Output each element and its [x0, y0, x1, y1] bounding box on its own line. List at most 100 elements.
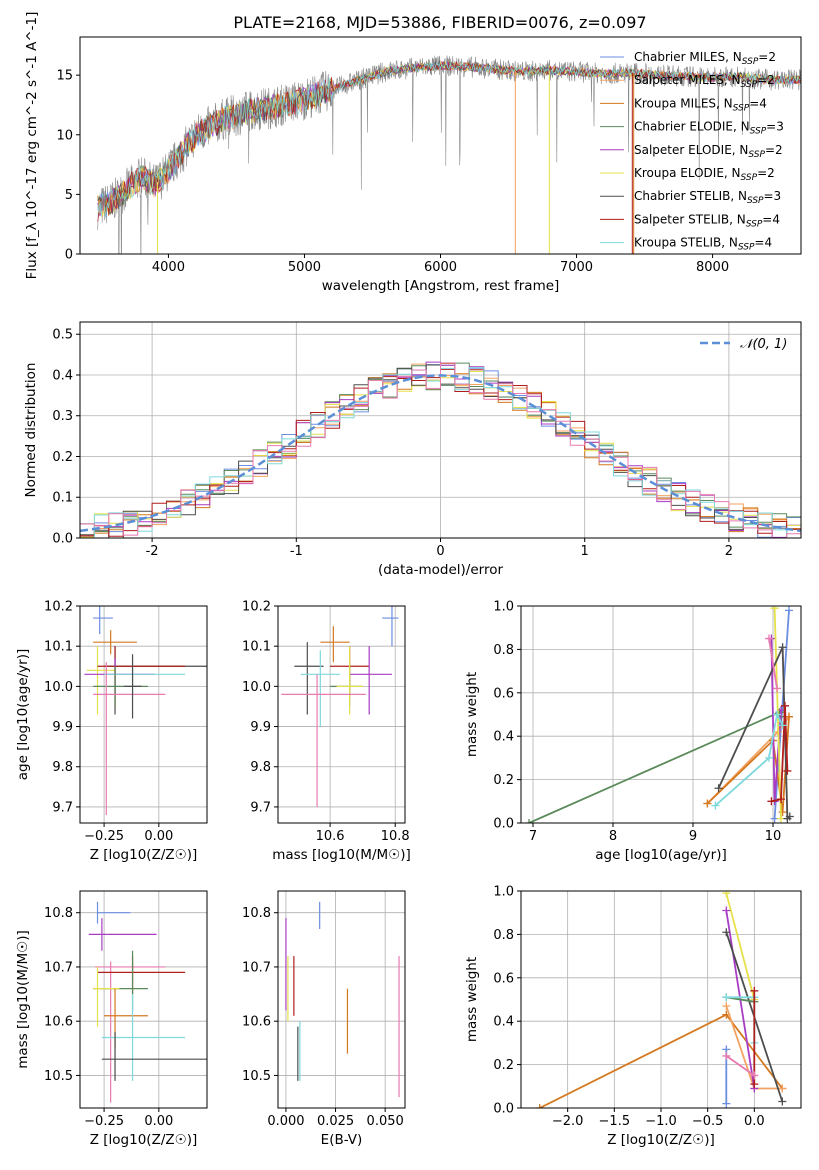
x-axis-label: Z [log10(Z/Z☉)]	[90, 1132, 198, 1148]
weight-line	[725, 892, 756, 1000]
plot-area	[281, 606, 399, 807]
y-tick-label: 15	[56, 69, 73, 84]
x-tick-label: 0.00	[144, 829, 173, 844]
weight-line	[771, 705, 789, 803]
panel-mass-ebv: 0.000 0.025 0.050 10.5 10.6 10.7 10.8 E(B-V)	[242, 890, 406, 1148]
weight-marker	[750, 1080, 759, 1089]
y-tick-label: 10	[56, 128, 73, 143]
y-tick-label: 0.0	[493, 1102, 514, 1117]
y-tick-label: 9.9	[250, 720, 271, 735]
y-tick-label: 0.6	[493, 971, 514, 986]
y-tick-label: 0.2	[52, 450, 73, 465]
plot-area	[84, 606, 207, 815]
weight-marker	[722, 993, 731, 1002]
weight-marker	[765, 634, 773, 643]
y-tick-label: 0.4	[493, 730, 514, 745]
x-axis-label: mass [log10(M/M☉)]	[272, 847, 411, 863]
y-tick-label: 10.6	[242, 1015, 271, 1030]
panel-age-mass: 10.6 10.8 9.7 9.8 9.9 10.0 10.1 10.2 mass [log10…	[242, 600, 411, 864]
plot-area	[285, 901, 400, 1098]
figure-title: PLATE=2168, MJD=53886, FIBERID=0076, z=0…	[233, 13, 646, 32]
x-tick-label: 0.050	[367, 1114, 404, 1129]
weight-line	[725, 1055, 755, 1077]
weight-marker	[535, 1104, 544, 1108]
y-tick-label: 0.0	[493, 817, 514, 832]
plot-area	[97, 55, 801, 254]
weight-marker	[785, 812, 794, 821]
weight-marker	[778, 1084, 787, 1093]
legend-label: Kroupa MILES, NSSP=4	[634, 96, 767, 113]
y-tick-label: 10.8	[242, 906, 271, 921]
y-tick-label: 5	[65, 188, 73, 203]
weight-marker	[778, 721, 787, 730]
y-axis-label: Flux [f_λ 10^-17 erg cm^-2 s^-1 A^-1]	[24, 12, 40, 280]
y-tick-label: 0.4	[52, 368, 73, 383]
weight-marker	[785, 712, 793, 721]
y-tick-label: 0.2	[493, 773, 514, 788]
y-tick-label: 9.9	[52, 720, 73, 735]
weight-marker	[785, 606, 793, 615]
weight-marker	[767, 797, 776, 806]
y-tick-label: 10.6	[44, 1015, 73, 1030]
x-tick-label: 0	[436, 544, 444, 559]
x-tick-label: 7	[529, 829, 537, 844]
weight-marker	[750, 986, 759, 995]
weight-marker	[722, 906, 731, 915]
x-tick-label: 8000	[696, 260, 729, 275]
x-tick-label: 7000	[560, 260, 593, 275]
y-tick-label: 0.2	[493, 1058, 514, 1073]
panel-mass-Z: −0.25 0.00 10.5 10.6 10.7 10.8 Z [log10(Z/Z☉)]…	[15, 890, 208, 1148]
legend-label: Kroupa STELIB, NSSP=4	[634, 236, 772, 253]
x-tick-label: −0.5	[692, 1114, 724, 1129]
panel-residuals: -2 -1 0 1 2 0.0 0.1 0.2 0.3 0.4 0.5 (data-model)/er…	[23, 321, 802, 578]
y-tick-label: 9.7	[52, 800, 73, 815]
weight-marker	[711, 801, 720, 810]
spectrum-model-line	[97, 61, 801, 218]
legend-label: Kroupa ELODIE, NSSP=2	[634, 166, 775, 183]
x-tick-label: 6000	[424, 260, 457, 275]
weight-marker	[722, 928, 731, 937]
weight-marker	[722, 1099, 731, 1108]
x-axis-label: Z [log10(Z/Z☉)]	[607, 1132, 715, 1148]
weight-marker	[722, 1051, 731, 1060]
panel-weight-Z: −2.0 −1.5 −1.0 −0.5 0.0 0.0 0.2 0.4 0.6 0.8 1.0 Z […	[464, 885, 802, 1148]
plot-area	[80, 361, 801, 538]
weight-line	[717, 646, 791, 821]
weight-marker	[773, 710, 781, 719]
weight-marker	[778, 643, 787, 652]
legend-label: Chabrier MILES, NSSP=2	[634, 50, 776, 67]
axes-frame	[520, 605, 802, 824]
x-axis-label: (data-model)/error	[378, 562, 504, 578]
x-tick-label: −0.25	[84, 1114, 124, 1129]
y-axis-label: mass weight	[464, 957, 480, 1042]
legend-label: Salpeter MILES, NSSP=2	[634, 73, 775, 90]
y-tick-label: 10.1	[44, 640, 73, 655]
axes-frame	[277, 890, 406, 1109]
weight-marker	[778, 808, 787, 817]
y-tick-label: 1.0	[493, 600, 514, 615]
weight-marker	[770, 606, 779, 613]
x-tick-label: 0.00	[144, 1114, 173, 1129]
y-tick-label: 0.4	[493, 1015, 514, 1030]
weight-marker	[722, 891, 731, 898]
y-tick-label: 0.1	[52, 491, 73, 506]
legend-label: Salpeter STELIB, NSSP=4	[634, 212, 780, 229]
weight-marker	[777, 795, 785, 804]
y-tick-label: 10.1	[242, 640, 271, 655]
plot-area	[525, 606, 794, 823]
y-tick-label: 10.0	[44, 680, 73, 695]
x-axis-label: Z [log10(Z/Z☉)]	[90, 847, 198, 863]
x-tick-label: 5000	[288, 260, 321, 275]
x-axis-label: wavelength [Angstrom, rest frame]	[322, 278, 560, 294]
axes-frame	[79, 890, 208, 1109]
y-tick-label: 10.2	[44, 600, 73, 615]
x-tick-label: 0.0	[744, 1114, 765, 1129]
y-tick-label: 10.8	[44, 906, 73, 921]
weight-line	[773, 608, 782, 819]
panel-spectrum: 4000 5000 6000 7000 8000 0 5 10 15 wavelength [An…	[24, 12, 802, 294]
y-tick-label: 0.3	[52, 409, 73, 424]
x-tick-label: 4000	[152, 260, 185, 275]
weight-marker	[703, 799, 712, 808]
weight-line	[768, 638, 778, 689]
